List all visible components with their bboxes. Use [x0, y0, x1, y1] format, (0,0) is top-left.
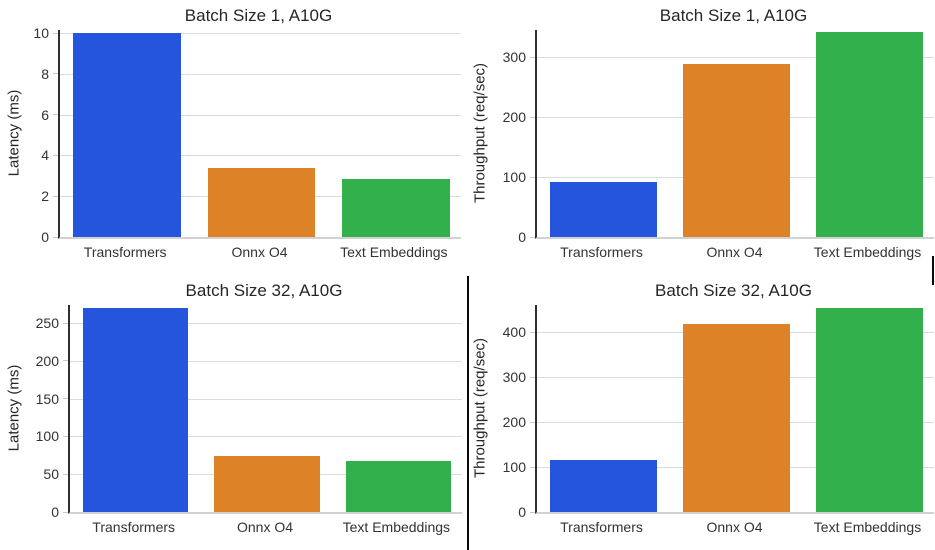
y-axis-label: Latency (ms) [5, 89, 23, 177]
x-tick-label: Onnx O4 [231, 244, 288, 260]
y-tick-mark [63, 322, 68, 324]
y-tick-mark [63, 360, 68, 362]
bar-transformers [550, 182, 657, 237]
bar-transformers [83, 308, 189, 512]
y-tick-mark [53, 32, 58, 34]
y-tick-label: 0 [51, 504, 59, 520]
gridline [537, 57, 934, 58]
x-axis-ticks: Transformers Onnx O4 Text Embeddings [68, 519, 460, 539]
y-tick-label: 200 [502, 414, 526, 430]
y-tick-label: 400 [502, 324, 526, 340]
y-tick-mark [530, 236, 535, 238]
y-tick-label: 100 [35, 428, 59, 445]
y-tick-label: 0 [518, 504, 526, 520]
y-tick-mark [530, 56, 535, 58]
y-tick-label: 6 [41, 106, 49, 123]
bar-text-embeddings [345, 460, 451, 512]
x-tick-label: Onnx O4 [706, 244, 763, 260]
bar-onnx-o4 [207, 167, 316, 237]
y-tick-label: 2 [41, 188, 49, 205]
chart-title: Batch Size 1, A10G [659, 6, 808, 25]
y-tick-label: 0 [518, 229, 526, 245]
plot-area [53, 30, 461, 239]
y-tick-label: 8 [41, 65, 49, 82]
y-tick-label: 200 [35, 352, 59, 369]
y-tick-label: 100 [502, 459, 526, 475]
gridline [70, 398, 462, 400]
y-tick-label: 200 [502, 109, 526, 125]
gridline [60, 33, 461, 35]
plot-area [63, 305, 462, 514]
chart-batch32-throughput: Batch Size 32, A10G Throughput (req/sec)… [468, 275, 935, 550]
y-axis-label: Throughput (req/sec) [471, 337, 488, 479]
y-tick-mark [530, 331, 535, 333]
bar-onnx-o4 [683, 323, 790, 512]
y-tick-mark [63, 511, 68, 513]
border-fragment [932, 256, 934, 285]
y-tick-label: 300 [502, 369, 526, 385]
bar-transformers [73, 33, 181, 237]
y-tick-mark [53, 236, 58, 238]
bar-onnx-o4 [683, 64, 790, 237]
x-tick-label: Text Embeddings [342, 519, 451, 535]
bar-onnx-o4 [214, 456, 320, 512]
x-axis-ticks: Transformers Onnx O4 Text Embeddings [58, 244, 459, 264]
y-tick-label: 4 [41, 147, 49, 164]
x-tick-label: Onnx O4 [236, 519, 294, 535]
gridline [60, 114, 461, 116]
chart-title: Batch Size 1, A10G [184, 6, 333, 25]
y-tick-mark [53, 73, 58, 75]
y-tick-mark [530, 511, 535, 513]
y-tick-mark [530, 376, 535, 378]
plot-area [530, 30, 934, 239]
y-tick-mark [530, 421, 535, 423]
bar-text-embeddings [342, 178, 450, 237]
x-axis-ticks: Transformers Onnx O4 Text Embeddings [535, 519, 932, 539]
y-tick-mark [63, 398, 68, 400]
y-axis-label: Latency (ms) [5, 364, 23, 452]
y-axis-label: Throughput (req/sec) [471, 62, 488, 204]
y-tick-label: 0 [41, 229, 49, 245]
y-tick-mark [530, 466, 535, 468]
x-tick-label: Text Embeddings [340, 244, 448, 260]
y-tick-label: 150 [35, 390, 59, 407]
y-tick-label: 10 [33, 25, 49, 42]
gridline [60, 155, 461, 157]
x-tick-label: Onnx O4 [706, 519, 763, 535]
y-tick-mark [63, 473, 68, 475]
gridline [70, 360, 462, 362]
y-tick-label: 300 [502, 49, 526, 65]
bar-transformers [550, 459, 657, 512]
gridline [70, 436, 462, 438]
y-tick-mark [53, 114, 58, 116]
y-tick-mark [530, 176, 535, 178]
chart-title: Batch Size 32, A10G [185, 281, 343, 300]
chart-batch1-throughput: Batch Size 1, A10G Throughput (req/sec) … [468, 0, 935, 275]
x-tick-label: Transformers [560, 519, 643, 535]
x-tick-label: Transformers [560, 244, 643, 260]
chart-batch1-latency: Batch Size 1, A10G Latency (ms) 0 2 4 6 8 10 … [0, 0, 468, 275]
chart-title: Batch Size 32, A10G [655, 281, 812, 300]
x-axis-ticks: Transformers Onnx O4 Text Embeddings [535, 244, 932, 264]
x-tick-label: Transformers [92, 519, 176, 535]
gridline [60, 73, 461, 75]
x-tick-label: Text Embeddings [813, 244, 922, 260]
bar-text-embeddings [816, 307, 923, 512]
y-tick-mark [53, 195, 58, 197]
gridline [70, 323, 462, 325]
x-tick-label: Text Embeddings [813, 519, 922, 535]
y-tick-mark [530, 116, 535, 118]
y-tick-label: 100 [502, 169, 526, 185]
x-tick-label: Transformers [83, 244, 167, 260]
bar-text-embeddings [816, 32, 923, 237]
plot-area [530, 305, 934, 514]
y-tick-mark [53, 154, 58, 156]
chart-batch32-latency: Batch Size 32, A10G Latency (ms) 0 50 100 1… [0, 275, 468, 550]
y-tick-mark [63, 435, 68, 437]
black-divider-line [466, 276, 469, 550]
y-tick-label: 50 [43, 466, 59, 483]
y-tick-label: 250 [35, 315, 59, 332]
